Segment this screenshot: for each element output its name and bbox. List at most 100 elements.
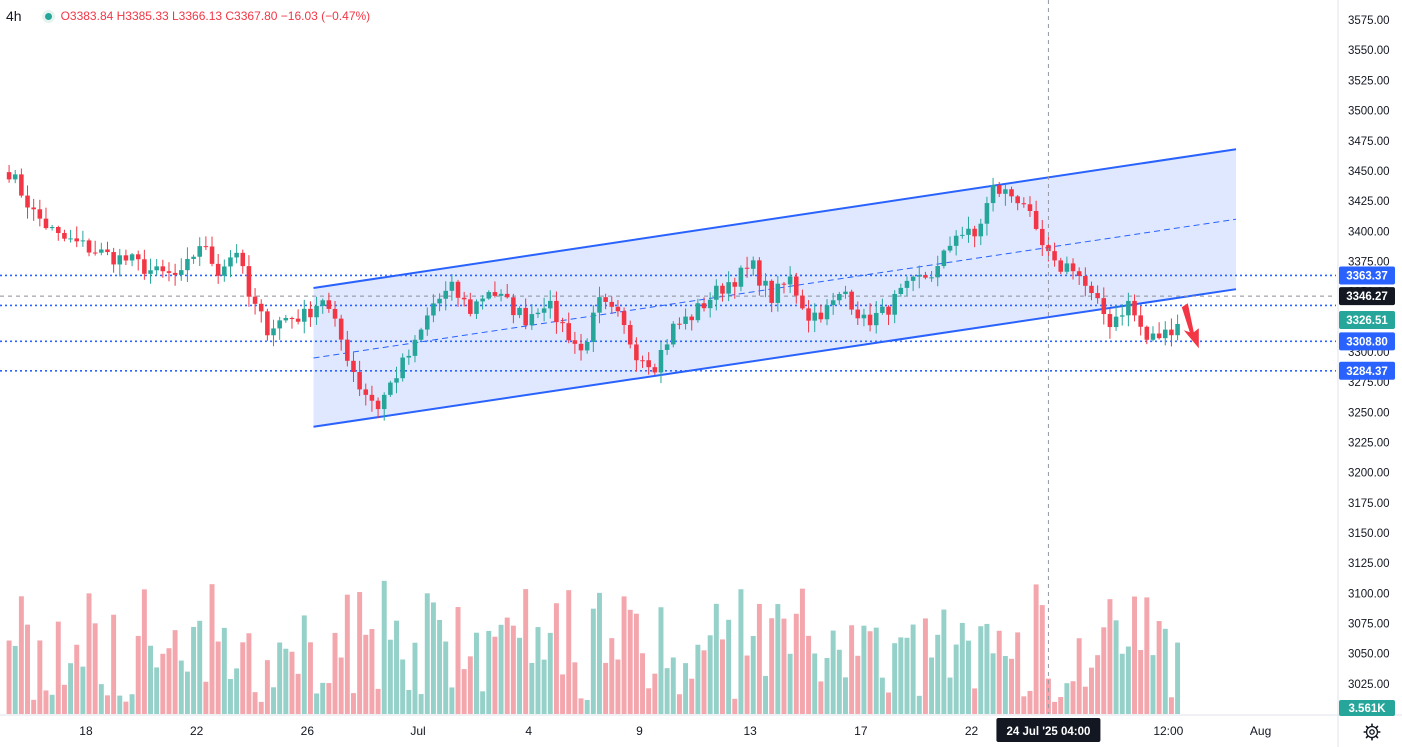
- price-labels: 3363.37 3346.27 3326.51 3308.80 3284.37 3.561…: [1339, 266, 1395, 716]
- candle-body: [714, 285, 719, 300]
- volume-bar: [1064, 683, 1070, 714]
- volume-bar: [769, 618, 775, 714]
- candle-body: [25, 195, 30, 208]
- y-tick-label: 3250.00: [1348, 407, 1390, 419]
- volume-bar: [203, 681, 209, 714]
- volume-bar: [892, 643, 898, 714]
- horizontal-levels[interactable]: [0, 274, 1336, 372]
- candle-body: [769, 280, 774, 303]
- volume-bar: [670, 657, 676, 714]
- y-tick-label: 3375.00: [1348, 256, 1390, 268]
- candle-body: [1156, 333, 1162, 339]
- volume-bar: [830, 630, 836, 714]
- candle-body: [1009, 189, 1014, 197]
- volume-bar: [98, 684, 104, 714]
- candle-body: [179, 270, 184, 275]
- volume-bar: [332, 632, 338, 714]
- volume-bar: [1033, 584, 1039, 714]
- candle-body: [824, 305, 830, 320]
- price-badge-label: 3326.51: [1346, 315, 1388, 327]
- candle-body: [154, 266, 159, 271]
- settings-gear-icon[interactable]: [1363, 723, 1381, 741]
- y-tick-label: 3050.00: [1348, 649, 1390, 661]
- candle-body: [621, 311, 627, 326]
- candle-body: [800, 295, 805, 309]
- volume-bar: [689, 678, 695, 714]
- x-tick-label: Aug: [1250, 724, 1271, 738]
- candle-body: [1015, 196, 1020, 204]
- candle-body: [111, 252, 116, 265]
- x-tick-label: 22: [965, 724, 979, 738]
- volume-bar: [1156, 621, 1162, 714]
- x-tick-label: 9: [636, 724, 643, 738]
- candle-body: [332, 308, 338, 319]
- volume-bar: [1070, 681, 1076, 714]
- y-tick-label: 3275.00: [1348, 377, 1390, 389]
- volume-bar: [455, 607, 461, 714]
- volume-bar: [984, 623, 990, 714]
- volume-bar: [1168, 697, 1174, 714]
- candle-body: [953, 235, 959, 246]
- volume-bar: [184, 671, 190, 714]
- volume-bar: [264, 660, 270, 714]
- price-badge-label: 3363.37: [1346, 270, 1388, 282]
- candle-body: [185, 258, 190, 271]
- candle-body: [412, 339, 418, 356]
- volume-bar: [584, 700, 590, 714]
- x-tick-label: Jul: [410, 724, 425, 738]
- volume-bar: [31, 699, 37, 714]
- time-axis[interactable]: 18 22 26 Jul 4 9 13 17 22 12:00 Aug 24 Jul '25 04:0…: [0, 714, 1402, 742]
- candle-body: [265, 311, 270, 336]
- channel-fill: [313, 149, 1236, 427]
- volume-bar: [289, 651, 295, 714]
- candle-body: [652, 367, 658, 373]
- volume-bar: [424, 593, 430, 714]
- candle-body: [898, 287, 904, 294]
- candles: [6, 165, 1180, 421]
- volume-bar: [603, 662, 609, 714]
- volume-bar: [357, 592, 363, 714]
- candle-body: [1027, 204, 1033, 211]
- ascending-channel[interactable]: [313, 148, 1237, 428]
- candle-body: [92, 252, 98, 254]
- volume-bar: [1052, 701, 1058, 714]
- candle-body: [375, 400, 381, 410]
- volume-bar: [806, 635, 812, 714]
- candle-body: [43, 218, 49, 229]
- candle-body: [1107, 314, 1113, 328]
- candle-body: [947, 245, 953, 251]
- volume-bar: [978, 626, 984, 714]
- volume-bar: [1002, 655, 1008, 714]
- candle-body: [923, 275, 928, 278]
- volume-bar: [363, 634, 369, 714]
- volume-bar: [6, 640, 12, 714]
- candle-body: [517, 307, 522, 316]
- candle-body: [972, 228, 977, 237]
- volume-bar: [338, 657, 344, 714]
- volume-bar: [1058, 697, 1064, 714]
- volume-bar: [74, 644, 80, 714]
- candle-body: [406, 355, 412, 358]
- candle-body: [917, 275, 922, 277]
- candle-body: [197, 246, 202, 257]
- timeframe-label[interactable]: 4h: [6, 8, 22, 24]
- volume-bar: [855, 655, 861, 714]
- volume-bar: [314, 693, 320, 714]
- candle-body: [910, 276, 916, 281]
- candle-body: [511, 297, 516, 316]
- y-tick-label: 3500.00: [1348, 106, 1390, 118]
- volume-bar: [480, 691, 486, 714]
- y-tick-label: 3575.00: [1348, 15, 1390, 27]
- volume-bar: [633, 613, 639, 714]
- volume-bar: [1175, 642, 1181, 714]
- x-tick-label: 17: [854, 724, 868, 738]
- volume-bar: [707, 635, 713, 714]
- volume-bar: [228, 679, 233, 714]
- candle-body: [215, 263, 221, 276]
- volume-bar: [922, 618, 928, 714]
- y-tick-label: 3025.00: [1348, 679, 1390, 691]
- volume-bar: [369, 629, 375, 714]
- y-tick-label: 3525.00: [1348, 75, 1390, 87]
- candle-body: [492, 292, 498, 296]
